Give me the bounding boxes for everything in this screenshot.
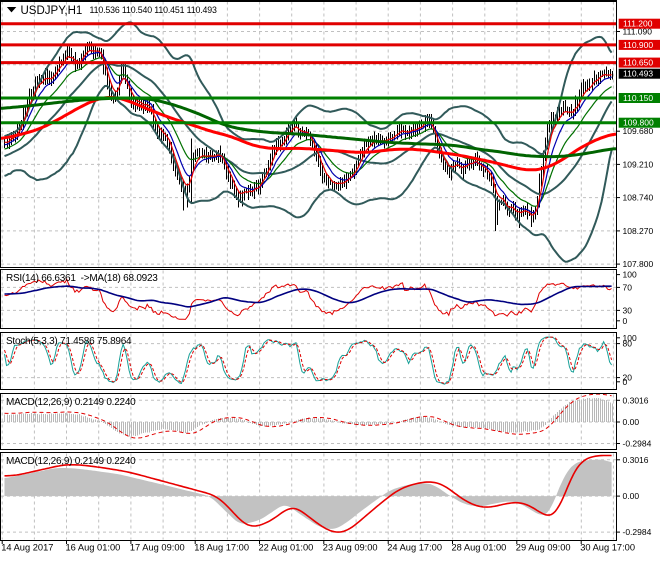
svg-text:80: 80: [623, 339, 633, 349]
svg-text:-0.2984: -0.2984: [623, 527, 652, 537]
svg-text:70: 70: [623, 282, 633, 292]
svg-text:109.680: 109.680: [623, 126, 654, 136]
svg-text:20: 20: [623, 373, 633, 383]
svg-text:29 Aug 09:00: 29 Aug 09:00: [516, 543, 571, 553]
svg-text:109.210: 109.210: [623, 159, 654, 169]
svg-text:MACD(12,26,9) 0.2149 0.2240: MACD(12,26,9) 0.2149 0.2240: [6, 397, 136, 408]
svg-text:23 Aug 09:00: 23 Aug 09:00: [323, 543, 378, 553]
svg-text:100: 100: [623, 333, 637, 343]
svg-text:22 Aug 01:00: 22 Aug 01:00: [259, 543, 314, 553]
svg-text:17 Aug 09:00: 17 Aug 09:00: [130, 543, 185, 553]
svg-text:0.00: 0.00: [623, 491, 640, 501]
svg-text:0: 0: [623, 377, 628, 387]
svg-text:24 Aug 17:00: 24 Aug 17:00: [387, 543, 442, 553]
svg-text:111.090: 111.090: [623, 27, 653, 37]
svg-text:28 Aug 01:00: 28 Aug 01:00: [452, 543, 507, 553]
svg-text:30 Aug 17:00: 30 Aug 17:00: [580, 543, 635, 553]
svg-text:110.150: 110.150: [623, 93, 653, 103]
svg-text:16 Aug 01:00: 16 Aug 01:00: [66, 543, 121, 553]
svg-text:Stoch(5,3,3) 71.4586 75.8964: Stoch(5,3,3) 71.4586 75.8964: [6, 336, 132, 347]
svg-text:MACD(12,26,9) 0.2149 0.2240: MACD(12,26,9) 0.2149 0.2240: [6, 456, 136, 467]
svg-text:18 Aug 17:00: 18 Aug 17:00: [194, 543, 249, 553]
svg-text:USDJPY,H1: USDJPY,H1: [21, 5, 83, 17]
svg-text:111.200: 111.200: [623, 19, 653, 29]
svg-text:30: 30: [623, 305, 633, 315]
svg-text:110.650: 110.650: [623, 58, 653, 68]
svg-text:110.900: 110.900: [623, 40, 653, 50]
svg-text:0.00: 0.00: [623, 417, 640, 427]
svg-text:108.740: 108.740: [623, 193, 654, 203]
svg-text:107.800: 107.800: [623, 259, 654, 269]
svg-text:0.3016: 0.3016: [623, 455, 649, 465]
svg-text:-0.2984: -0.2984: [623, 439, 652, 449]
svg-text:109.800: 109.800: [623, 118, 654, 128]
svg-text:14 Aug 2017: 14 Aug 2017: [1, 543, 53, 553]
svg-text:0.3016: 0.3016: [623, 395, 649, 405]
svg-text:110.493: 110.493: [623, 69, 653, 79]
svg-text:100: 100: [623, 270, 637, 280]
svg-text:RSI(14) 66.6361 ->MA(18) 68.0: RSI(14) 66.6361 ->MA(18) 68.0923: [6, 273, 158, 284]
svg-text:108.270: 108.270: [623, 226, 654, 236]
svg-text:0: 0: [623, 316, 628, 326]
svg-text:110.536 110.540 110.451 110.49: 110.536 110.540 110.451 110.493: [90, 5, 218, 15]
